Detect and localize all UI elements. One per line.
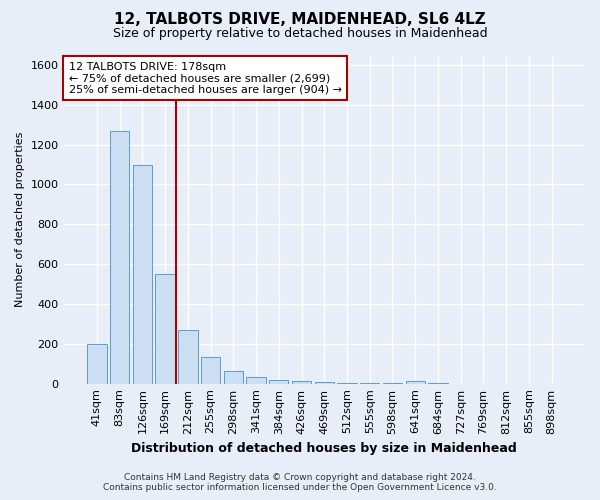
Bar [178,330,197,384]
Bar [155,274,175,384]
Bar [201,357,220,384]
Text: Contains HM Land Registry data © Crown copyright and database right 2024.
Contai: Contains HM Land Registry data © Crown c… [103,473,497,492]
Text: 12 TALBOTS DRIVE: 178sqm
← 75% of detached houses are smaller (2,699)
25% of sem: 12 TALBOTS DRIVE: 178sqm ← 75% of detach… [69,62,342,95]
Bar [133,164,152,384]
Bar [110,130,130,384]
Bar [87,344,107,384]
Bar [224,372,243,384]
Y-axis label: Number of detached properties: Number of detached properties [15,132,25,307]
Bar [292,382,311,384]
Text: 12, TALBOTS DRIVE, MAIDENHEAD, SL6 4LZ: 12, TALBOTS DRIVE, MAIDENHEAD, SL6 4LZ [114,12,486,28]
Bar [360,383,379,384]
X-axis label: Distribution of detached houses by size in Maidenhead: Distribution of detached houses by size … [131,442,517,455]
Bar [247,377,266,384]
Text: Size of property relative to detached houses in Maidenhead: Size of property relative to detached ho… [113,28,487,40]
Bar [337,382,356,384]
Bar [269,380,289,384]
Bar [314,382,334,384]
Bar [406,381,425,384]
